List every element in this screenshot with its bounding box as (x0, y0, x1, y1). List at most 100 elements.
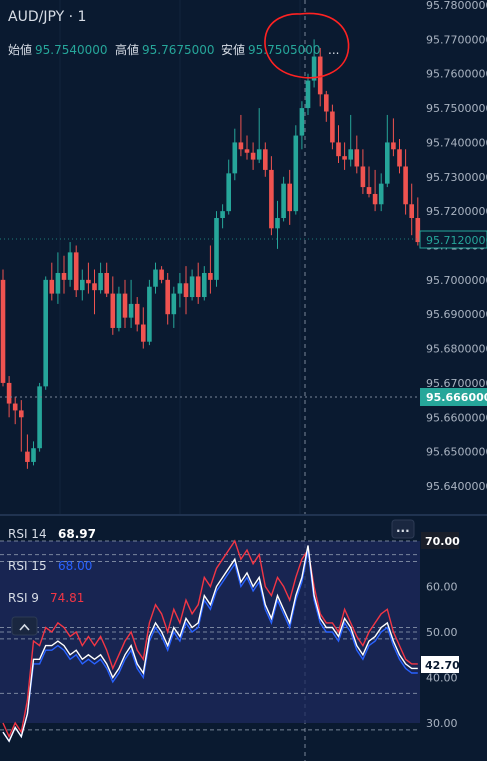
candle[interactable] (80, 269, 85, 301)
candle[interactable] (342, 142, 347, 170)
candle[interactable] (183, 266, 189, 315)
rsi15-line[interactable] (2, 549, 418, 743)
candle[interactable] (324, 90, 329, 122)
candle[interactable] (37, 382, 42, 452)
candle[interactable] (256, 108, 262, 164)
candle[interactable] (244, 135, 250, 160)
candle[interactable] (378, 173, 384, 212)
rsi-tick-label: 50.00 (426, 626, 458, 639)
candle[interactable] (214, 211, 219, 287)
candle[interactable] (336, 125, 341, 164)
candle[interactable] (372, 169, 378, 212)
candle[interactable] (330, 104, 335, 150)
candle-body (80, 279, 85, 291)
candle[interactable] (293, 125, 299, 215)
candle[interactable] (153, 262, 158, 294)
candle[interactable] (348, 114, 353, 167)
candle-body (415, 218, 421, 243)
candle-body (403, 166, 408, 205)
candle[interactable] (220, 204, 225, 229)
candle-body (12, 403, 18, 411)
candle[interactable] (208, 245, 213, 294)
candle[interactable] (128, 279, 134, 328)
collapse-legend-button[interactable] (11, 616, 38, 636)
candle-body (61, 272, 67, 280)
candle[interactable] (281, 176, 286, 222)
rsi-axis[interactable]: 60.00 50.00 40.00 30.00 (426, 581, 458, 731)
candle-body (208, 272, 213, 280)
candle[interactable] (171, 286, 177, 328)
candle[interactable] (385, 114, 390, 188)
more-indicator[interactable]: ... (328, 43, 339, 57)
price-axis[interactable]: 95.7800000 95.7700000 95.7600000 95.7500000… (426, 0, 487, 493)
candle[interactable] (311, 39, 317, 88)
candle-body (391, 142, 396, 150)
candle[interactable] (360, 149, 366, 194)
candle[interactable] (55, 252, 61, 304)
candlestick-series[interactable] (0, 39, 421, 469)
candle-body (269, 169, 274, 229)
candle-body (342, 156, 347, 160)
candle[interactable] (25, 434, 30, 469)
candle-body (147, 286, 152, 342)
candle[interactable] (287, 169, 292, 225)
candle-body (165, 279, 170, 315)
candle[interactable] (73, 245, 79, 298)
candle[interactable] (354, 135, 360, 174)
candle[interactable] (61, 255, 67, 294)
candle[interactable] (165, 272, 170, 325)
candle[interactable] (122, 279, 128, 328)
candle[interactable] (110, 276, 116, 335)
candle[interactable] (134, 297, 140, 332)
rsi9-line[interactable] (2, 539, 418, 739)
rsi15-label: RSI 15 (8, 559, 47, 573)
candle[interactable] (86, 262, 91, 294)
candle-body (116, 293, 122, 328)
rsi14-line[interactable] (2, 545, 418, 743)
low-label: 安値 (221, 42, 245, 57)
rsi9-label: RSI 9 (8, 591, 39, 605)
candle[interactable] (12, 396, 18, 425)
candle-body (128, 303, 134, 318)
candle[interactable] (92, 269, 97, 315)
candle[interactable] (397, 138, 402, 174)
candle[interactable] (275, 200, 280, 249)
candle[interactable] (116, 286, 122, 332)
candle-body (244, 149, 250, 153)
candle[interactable] (409, 183, 414, 236)
candle[interactable] (147, 279, 152, 346)
candle[interactable] (299, 101, 305, 150)
price-tick-label: 95.6400000 (426, 480, 487, 493)
candle[interactable] (0, 269, 6, 387)
candle-body (92, 283, 97, 291)
candle[interactable] (67, 242, 73, 287)
candle[interactable] (403, 149, 408, 215)
candle[interactable] (177, 272, 183, 308)
candle[interactable] (104, 262, 109, 298)
candle[interactable] (31, 441, 36, 466)
rsi-series[interactable] (2, 539, 418, 743)
candle[interactable] (43, 276, 48, 390)
candle[interactable] (6, 376, 12, 418)
candle[interactable] (366, 166, 372, 198)
candle[interactable] (269, 156, 274, 236)
candle[interactable] (391, 118, 396, 157)
rsi15-value: 68.00 (58, 559, 92, 573)
candle[interactable] (159, 266, 164, 284)
candle[interactable] (202, 266, 207, 301)
candle[interactable] (49, 262, 55, 301)
candle[interactable] (250, 142, 256, 170)
rsi-menu-button[interactable]: ... (391, 519, 415, 539)
candle[interactable] (98, 262, 103, 294)
candle[interactable] (189, 269, 195, 301)
candle[interactable] (19, 400, 24, 452)
candle[interactable] (305, 73, 311, 115)
candle[interactable] (415, 197, 421, 246)
candle[interactable] (141, 307, 146, 349)
candle[interactable] (232, 128, 238, 181)
candle[interactable] (238, 114, 244, 157)
candle[interactable] (263, 142, 268, 177)
candle[interactable] (226, 159, 231, 215)
candle[interactable] (195, 262, 201, 304)
